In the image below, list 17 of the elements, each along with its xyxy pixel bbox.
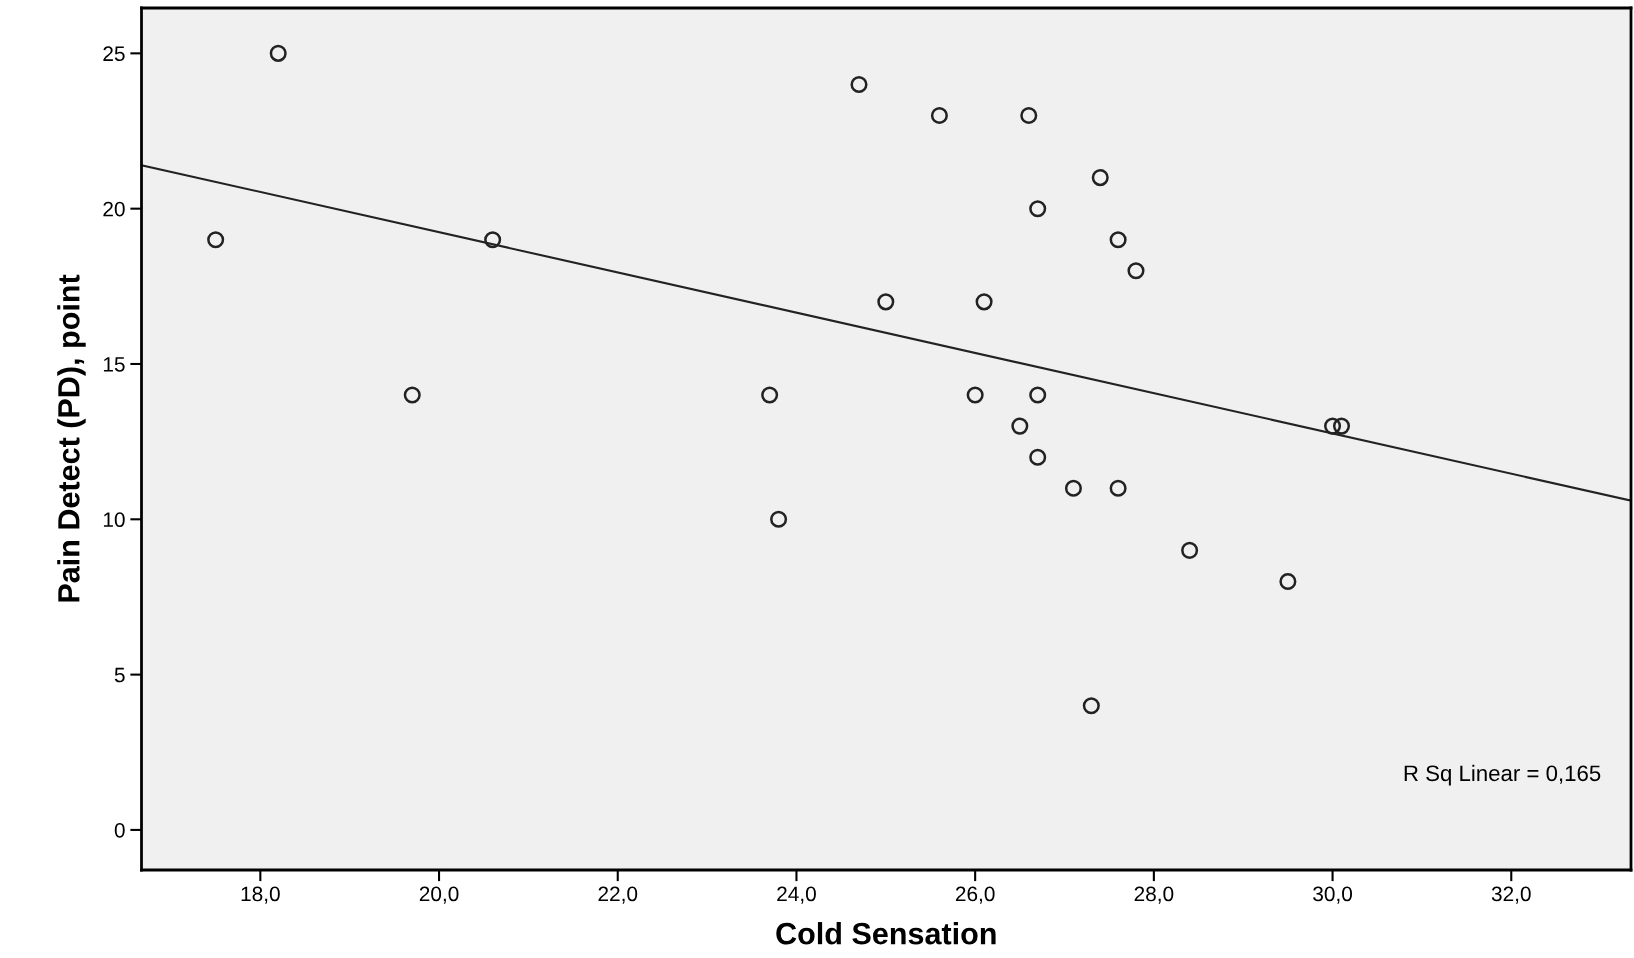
- x-tick-label: 20,0: [419, 886, 459, 904]
- y-axis-title: Pain Detect (PD), point: [57, 274, 86, 602]
- x-axis-title: Cold Sensation: [776, 922, 996, 945]
- y-tick-label: 0: [114, 822, 125, 838]
- y-tick-label: 20: [103, 201, 125, 217]
- x-tick-label: 26,0: [955, 886, 995, 904]
- annotation: R Sq Linear = 0,165: [1404, 764, 1601, 786]
- y-tick-label: 15: [103, 357, 125, 372]
- y-tick-label: 10: [103, 512, 125, 528]
- x-tick-label: 32,0: [1491, 886, 1531, 904]
- y-tick-label: 25: [103, 46, 125, 62]
- x-tick-label: 18,0: [241, 886, 280, 904]
- x-tick-label: 28,0: [1134, 886, 1174, 904]
- y-tick-label: 5: [114, 667, 125, 683]
- x-tick-label: 24,0: [777, 886, 816, 904]
- x-tick-label: 30,0: [1313, 886, 1353, 904]
- x-tick-label: 22,0: [598, 886, 638, 904]
